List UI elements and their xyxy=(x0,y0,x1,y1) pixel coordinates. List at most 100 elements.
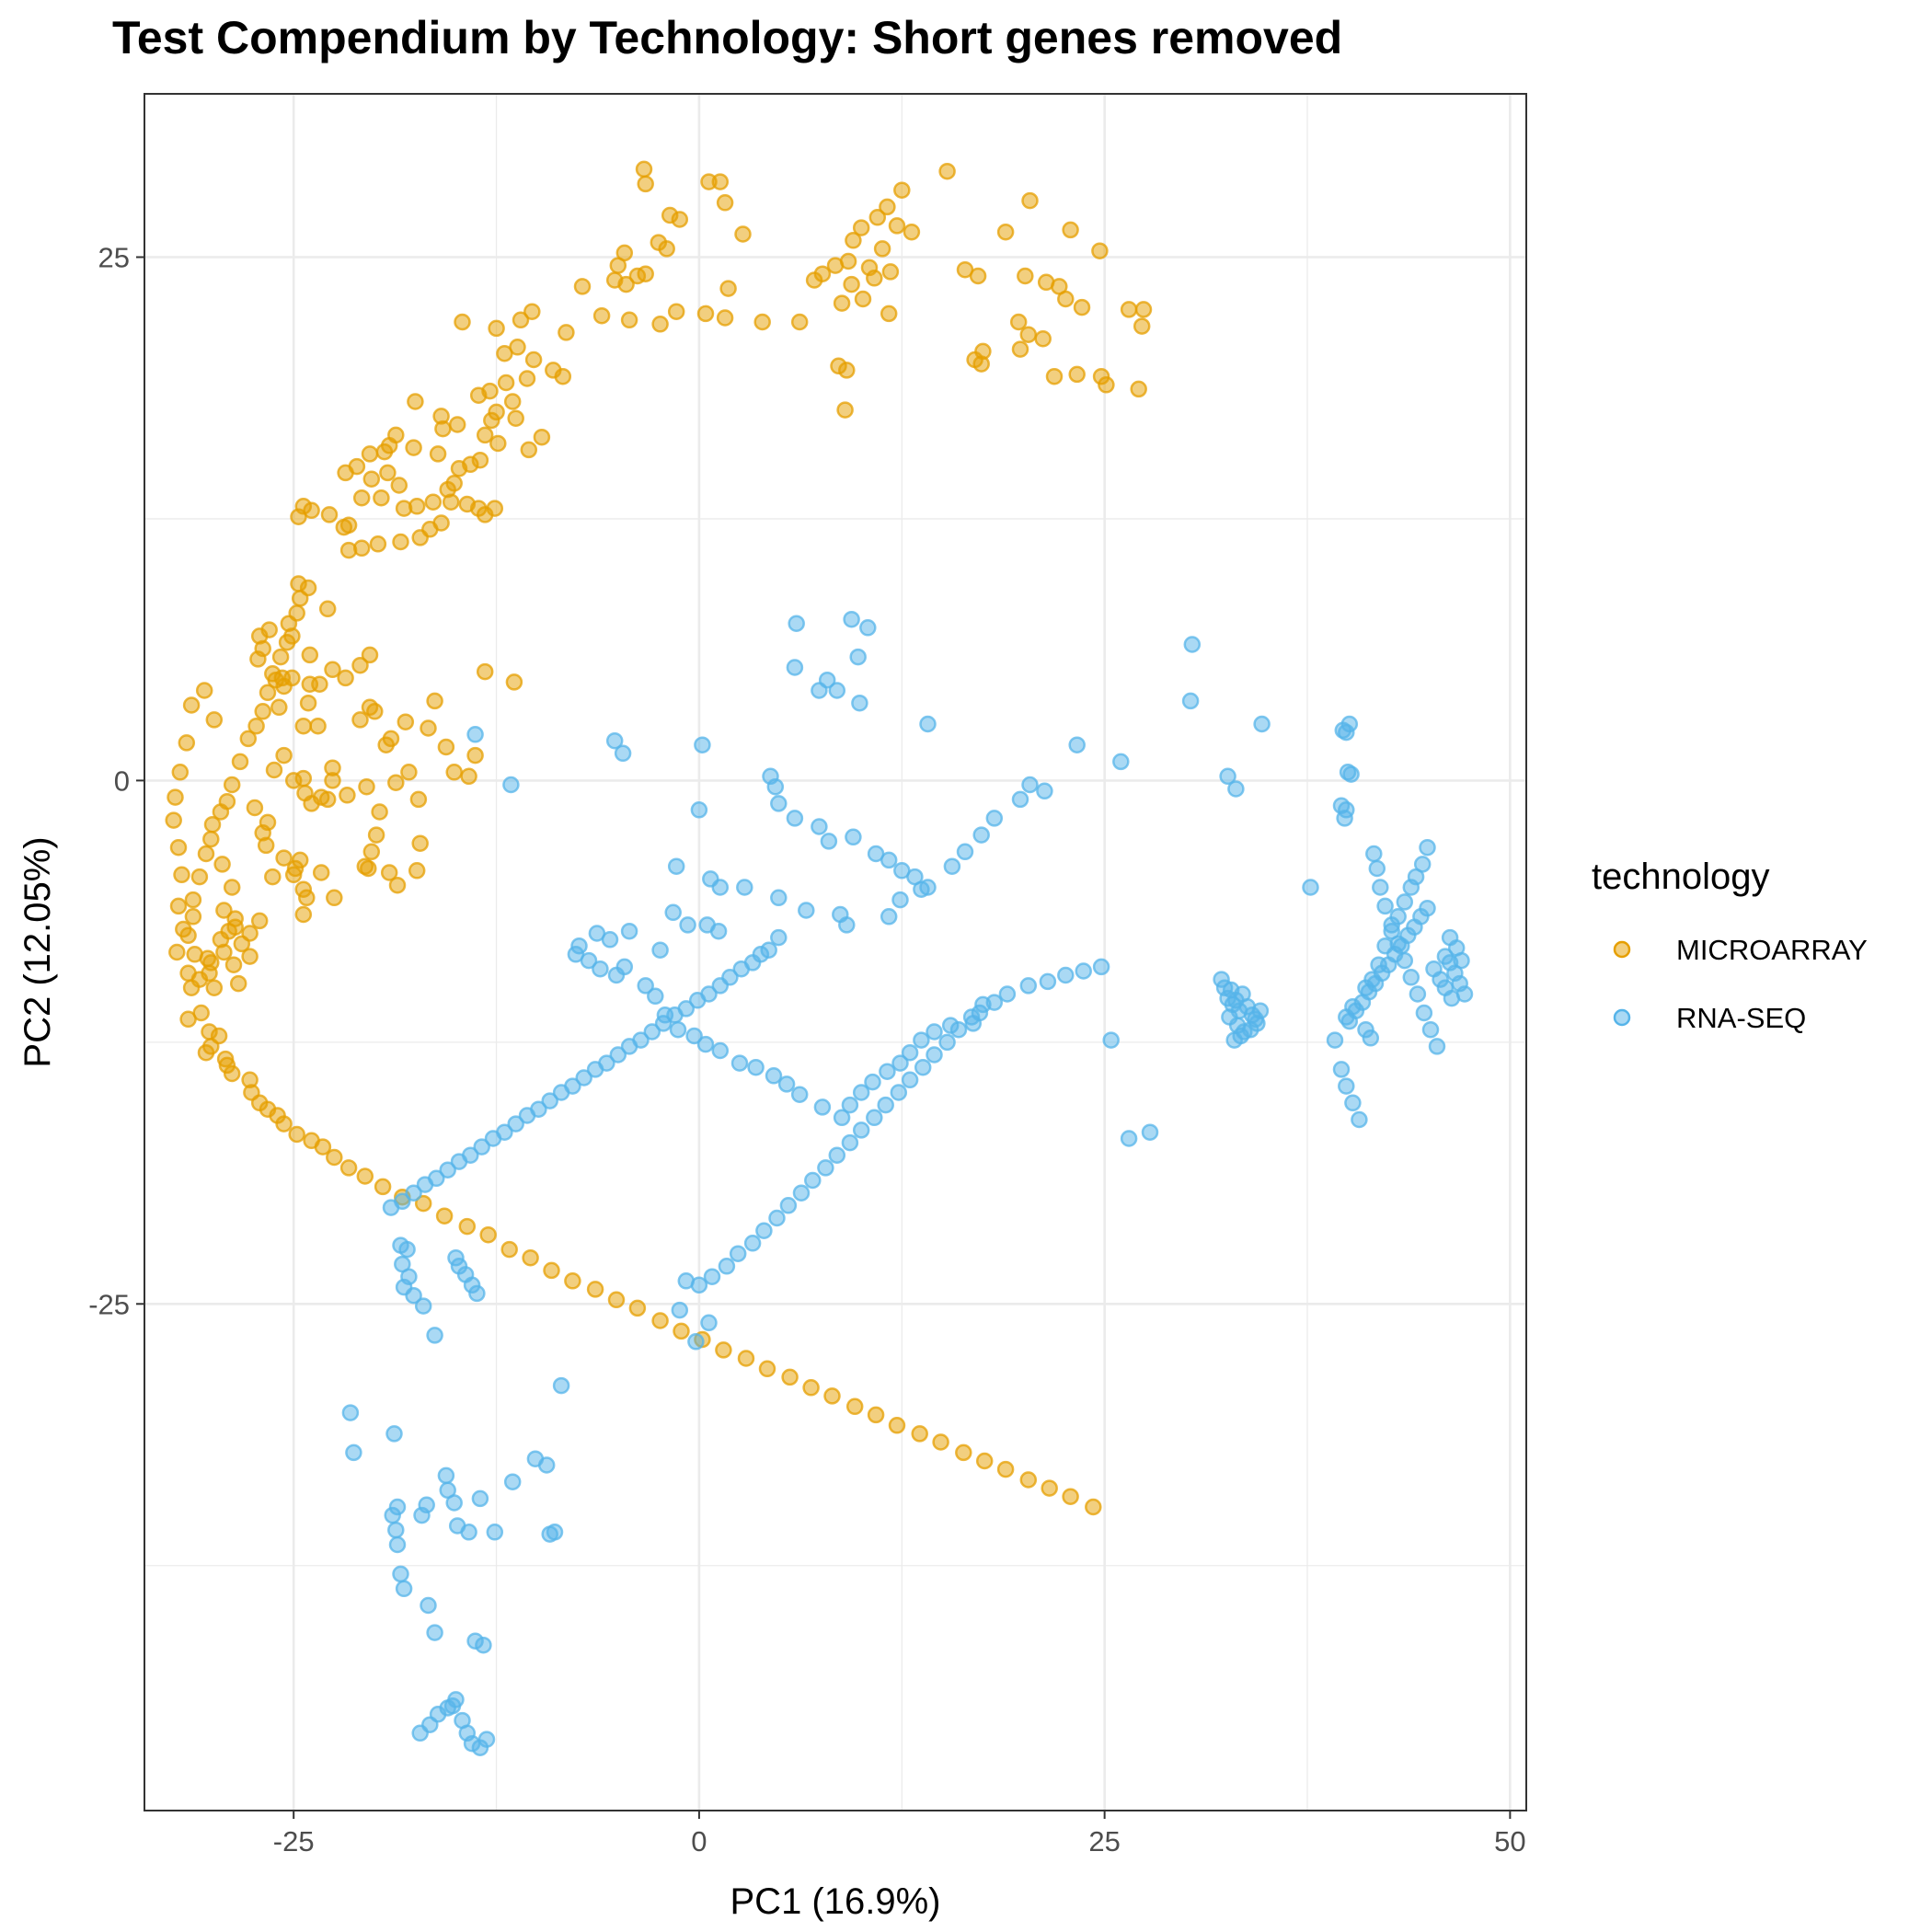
point-microarray xyxy=(352,489,371,507)
point-rna-seq xyxy=(1365,845,1383,863)
point-microarray xyxy=(296,784,314,802)
point-rna-seq xyxy=(926,1023,943,1041)
point-microarray xyxy=(1068,365,1086,384)
point-rna-seq xyxy=(1112,753,1130,771)
point-rna-seq xyxy=(398,1240,416,1259)
point-rna-seq xyxy=(605,731,624,750)
point-microarray xyxy=(254,703,271,720)
point-microarray xyxy=(813,265,832,282)
point-rna-seq xyxy=(1011,790,1029,809)
point-rna-seq xyxy=(580,951,598,970)
point-microarray xyxy=(218,792,236,811)
point-microarray xyxy=(893,181,911,199)
point-microarray xyxy=(503,393,522,410)
point-microarray xyxy=(469,386,488,404)
point-microarray xyxy=(223,879,241,896)
point-rna-seq xyxy=(792,1184,811,1202)
point-microarray xyxy=(651,316,669,333)
point-microarray xyxy=(854,290,872,308)
legend-title: technology xyxy=(1592,857,1769,897)
x-tick-label: 0 xyxy=(691,1825,707,1857)
point-microarray xyxy=(400,764,418,781)
point-microarray xyxy=(479,1225,497,1244)
point-rna-seq xyxy=(420,1596,437,1615)
point-microarray xyxy=(617,275,635,293)
point-microarray xyxy=(362,470,381,488)
point-rna-seq xyxy=(1102,1031,1120,1049)
point-rna-seq xyxy=(1183,636,1202,653)
point-microarray xyxy=(265,761,283,779)
point-rna-seq xyxy=(1225,1031,1243,1049)
point-microarray xyxy=(1085,1498,1102,1516)
point-rna-seq xyxy=(502,776,520,794)
point-rna-seq xyxy=(620,1038,638,1055)
point-rna-seq xyxy=(552,1376,570,1395)
point-microarray xyxy=(671,211,689,228)
point-rna-seq xyxy=(1413,856,1432,873)
point-rna-seq xyxy=(609,1046,627,1064)
point-rna-seq xyxy=(471,1489,489,1508)
point-rna-seq xyxy=(866,1109,883,1127)
point-microarray xyxy=(215,943,233,961)
point-microarray xyxy=(781,1368,799,1386)
point-rna-seq xyxy=(405,1184,422,1202)
point-microarray xyxy=(411,834,429,852)
point-rna-seq xyxy=(388,1498,407,1516)
point-microarray xyxy=(716,309,734,327)
point-microarray xyxy=(448,416,466,433)
point-microarray xyxy=(311,675,328,693)
point-microarray xyxy=(911,1425,928,1443)
point-rna-seq xyxy=(817,1159,834,1177)
legend-key-microarray xyxy=(1613,940,1631,959)
point-microarray xyxy=(523,303,541,320)
point-microarray xyxy=(852,219,870,236)
point-microarray xyxy=(435,1207,454,1225)
point-microarray xyxy=(275,746,293,765)
y-tick-label: 25 xyxy=(98,241,130,273)
point-microarray xyxy=(367,826,385,844)
point-rna-seq xyxy=(890,1084,908,1101)
point-microarray xyxy=(434,420,452,438)
point-rna-seq xyxy=(688,992,707,1009)
point-microarray xyxy=(291,590,309,607)
point-microarray xyxy=(250,912,269,930)
point-microarray xyxy=(753,313,771,331)
point-rna-seq xyxy=(614,744,632,763)
point-microarray xyxy=(182,696,201,714)
point-microarray xyxy=(823,1387,841,1405)
point-microarray xyxy=(407,393,424,410)
point-microarray xyxy=(564,1272,581,1290)
point-rna-seq xyxy=(437,1466,455,1485)
point-rna-seq xyxy=(1092,958,1110,976)
point-rna-seq xyxy=(1302,879,1319,896)
point-rna-seq xyxy=(647,987,664,1006)
point-microarray xyxy=(845,1397,864,1416)
point-rna-seq xyxy=(669,1020,687,1039)
point-rna-seq xyxy=(755,1222,773,1239)
point-microarray xyxy=(483,411,500,430)
point-microarray xyxy=(497,374,515,392)
point-microarray xyxy=(324,661,341,679)
point-microarray xyxy=(326,889,343,907)
point-rna-seq xyxy=(813,1098,832,1116)
point-rna-seq xyxy=(1402,969,1420,986)
point-rna-seq xyxy=(1141,1123,1159,1141)
point-rna-seq xyxy=(1227,780,1245,798)
point-microarray xyxy=(184,891,202,909)
point-microarray xyxy=(533,428,551,446)
point-microarray xyxy=(257,836,275,855)
point-microarray xyxy=(522,1248,539,1267)
point-rna-seq xyxy=(914,1058,932,1076)
point-microarray xyxy=(969,267,987,285)
point-rna-seq xyxy=(820,833,838,850)
point-rna-seq xyxy=(1326,1031,1344,1049)
point-rna-seq xyxy=(1368,859,1386,878)
point-microarray xyxy=(312,864,330,881)
point-microarray xyxy=(249,650,267,668)
point-microarray xyxy=(361,646,379,664)
point-microarray xyxy=(190,868,209,886)
point-microarray xyxy=(996,1460,1015,1478)
point-rna-seq xyxy=(667,857,685,875)
point-rna-seq xyxy=(694,736,711,753)
